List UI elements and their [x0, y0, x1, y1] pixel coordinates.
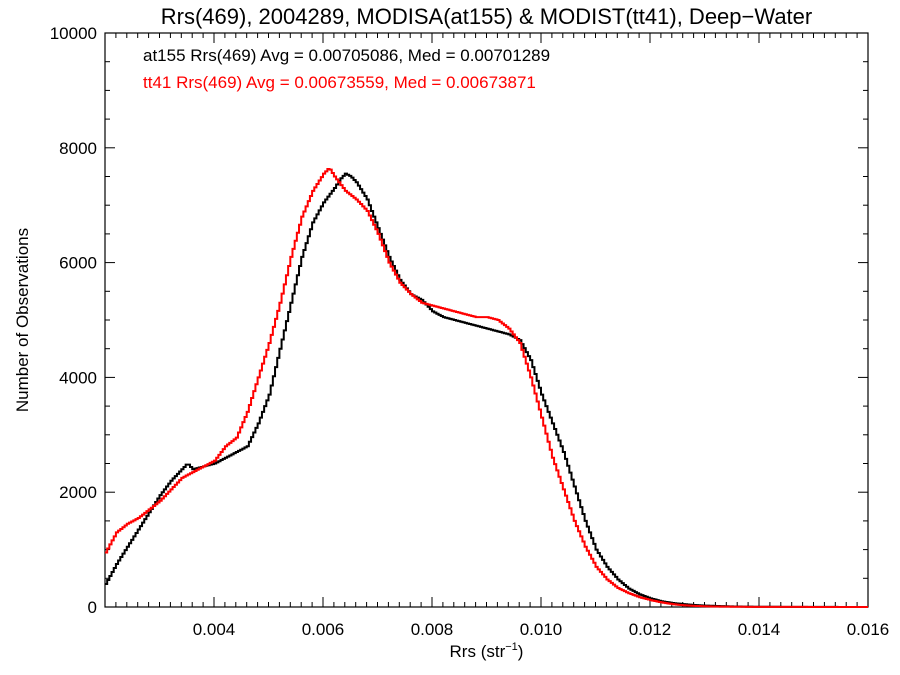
- y-tick-label: 8000: [59, 139, 97, 158]
- plot-frame: [104, 32, 869, 608]
- axis-ticks: [105, 32, 869, 608]
- y-tick-label: 10000: [50, 24, 97, 43]
- series-layer: [105, 168, 868, 608]
- series-line-tt41: [105, 168, 868, 608]
- y-tick-label: 4000: [59, 368, 97, 387]
- y-tick-label: 6000: [59, 254, 97, 273]
- y-tick-labels: 0 2000 4000 6000 8000 10000: [50, 24, 97, 617]
- y-axis-label: Number of Observations: [13, 228, 32, 412]
- legend-entry-at155: at155 Rrs(469) Avg = 0.00705086, Med = 0…: [143, 46, 550, 65]
- x-tick-label: 0.006: [302, 620, 345, 639]
- x-tick-label: 0.010: [520, 620, 563, 639]
- x-tick-label: 0.014: [738, 620, 781, 639]
- y-tick-label: 2000: [59, 483, 97, 502]
- x-axis-label-base: Rrs (str: [450, 642, 506, 661]
- legend-entry-tt41: tt41 Rrs(469) Avg = 0.00673559, Med = 0.…: [143, 73, 536, 92]
- x-tick-label: 0.008: [411, 620, 454, 639]
- x-axis-label-end: ): [518, 642, 524, 661]
- series-line-at155: [105, 172, 868, 608]
- x-axis-label: Rrs (str−1): [450, 641, 524, 661]
- x-axis-label-sup: −1: [505, 641, 518, 653]
- chart-title: Rrs(469), 2004289, MODISA(at155) & MODIS…: [161, 4, 812, 29]
- x-tick-label: 0.004: [193, 620, 236, 639]
- x-tick-label: 0.012: [629, 620, 672, 639]
- y-tick-label: 0: [88, 598, 97, 617]
- x-tick-labels: 0.004 0.006 0.008 0.010 0.012 0.014 0.016: [193, 620, 890, 639]
- legend: at155 Rrs(469) Avg = 0.00705086, Med = 0…: [143, 46, 550, 92]
- x-tick-label: 0.016: [847, 620, 890, 639]
